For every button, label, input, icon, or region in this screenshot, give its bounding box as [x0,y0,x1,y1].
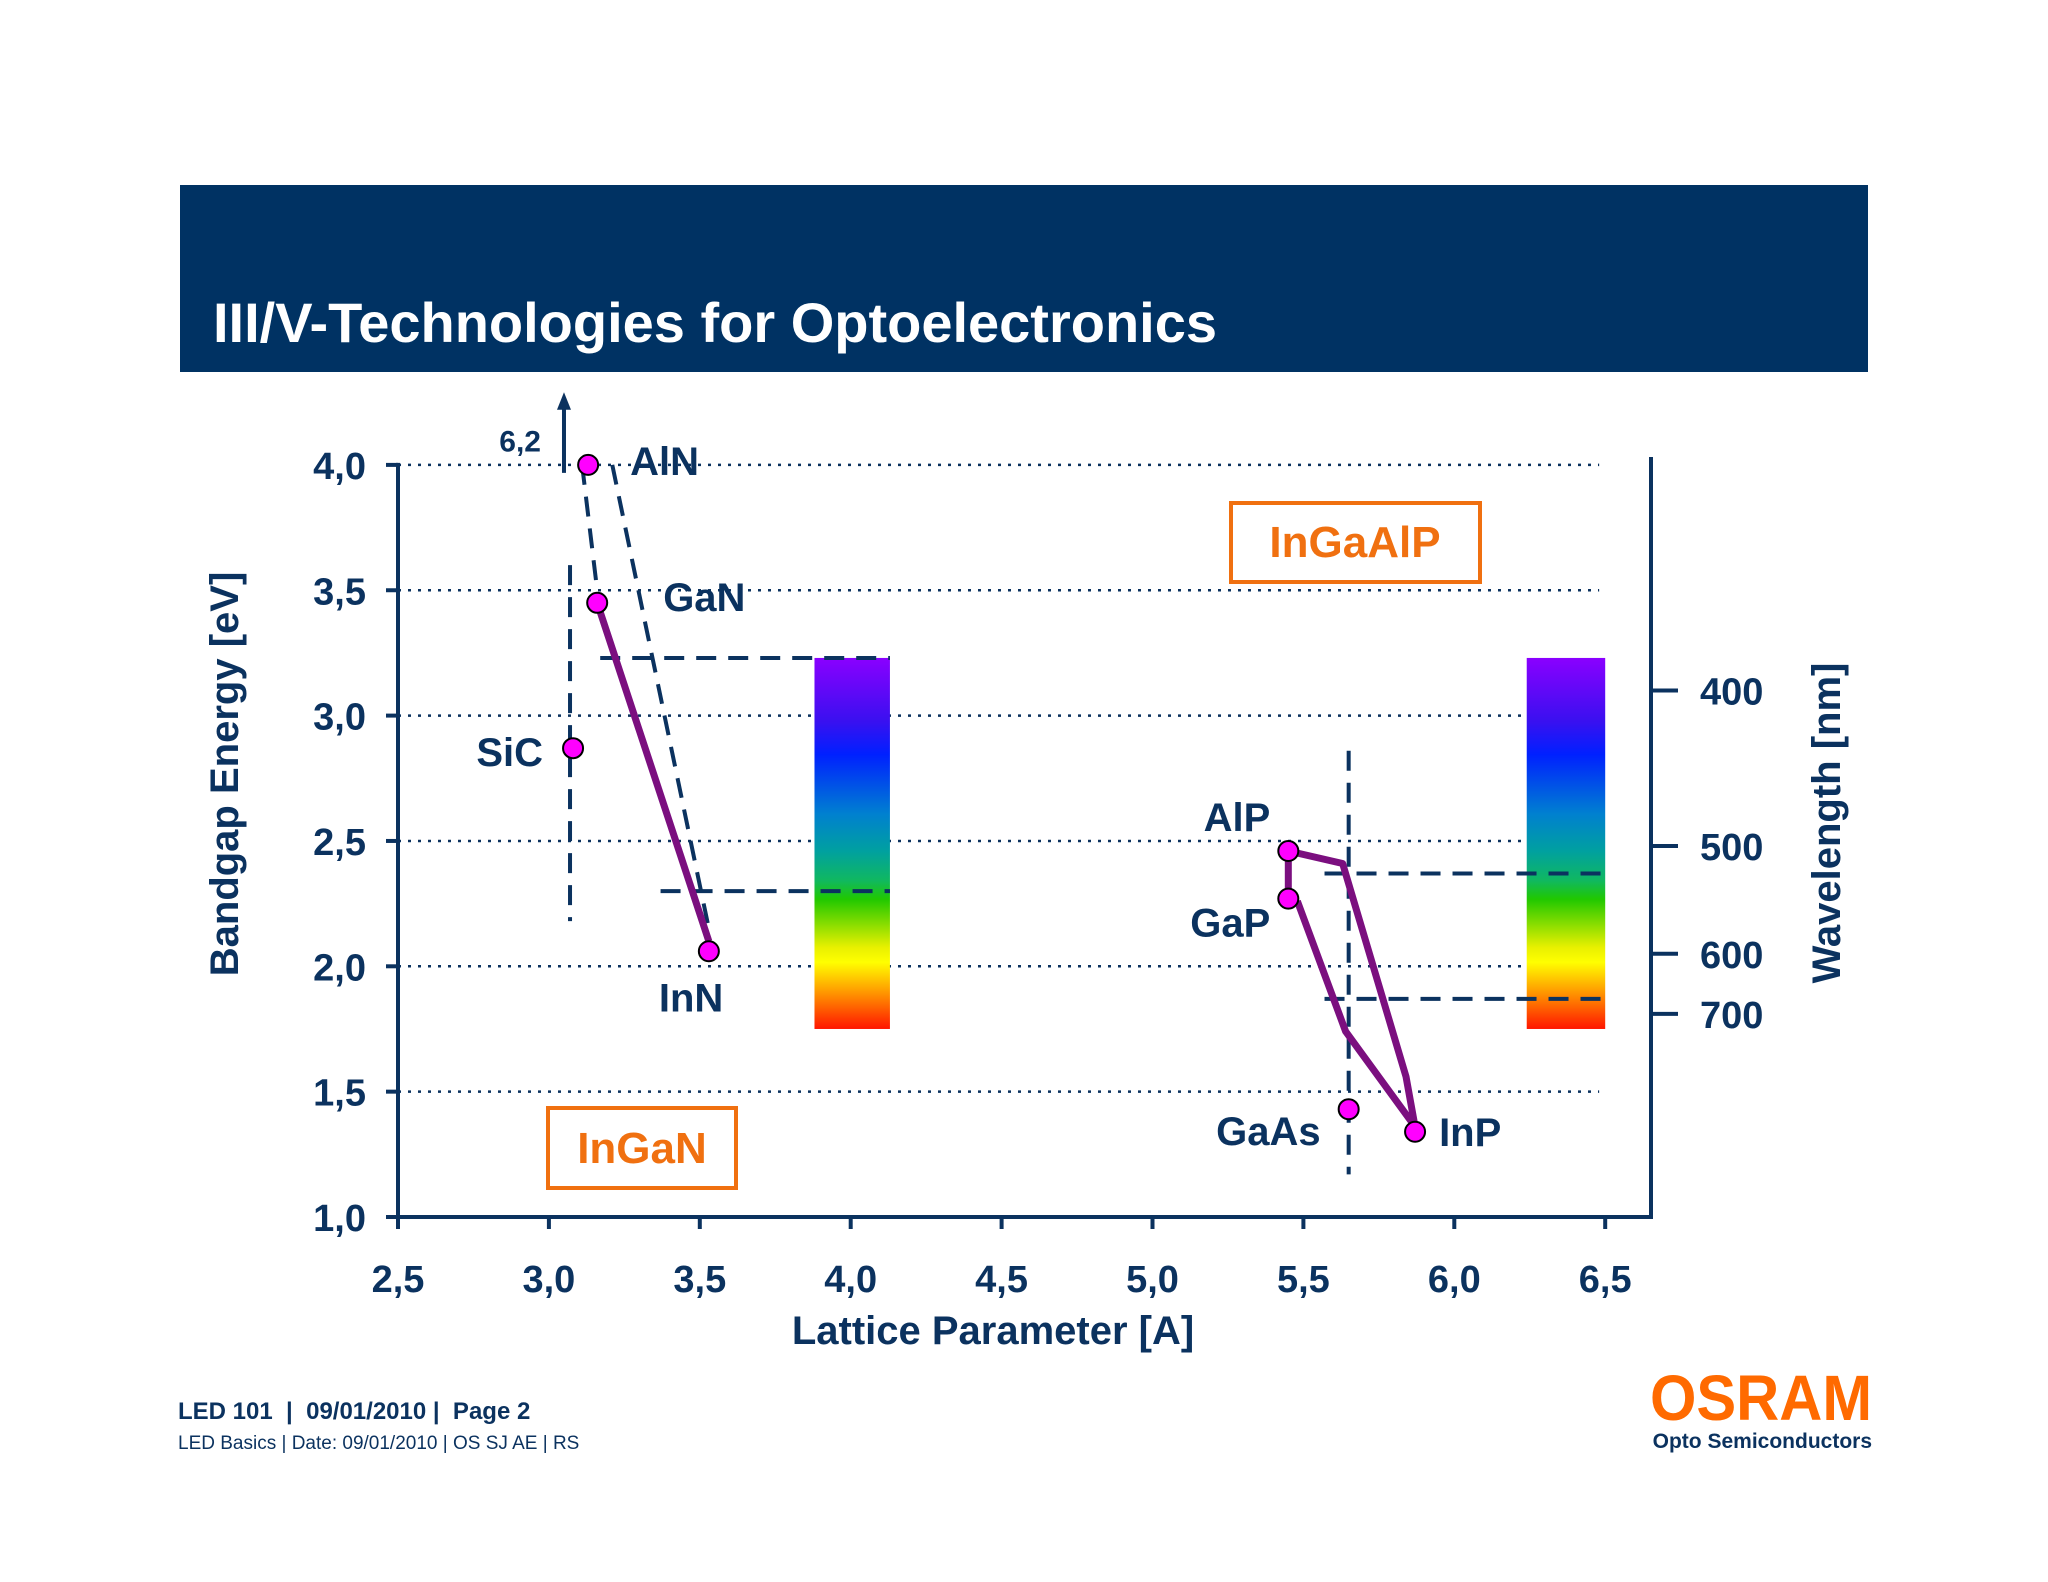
y2-tick-label: 500 [1700,827,1763,869]
data-point-gap [1277,887,1300,910]
point-label: InN [659,976,723,1020]
x-tick-label: 4,5 [975,1259,1028,1301]
slide-title: III/V-Technologies for Optoelectronics [213,291,1217,354]
region-label-ingan: InGaN [546,1106,738,1190]
gridlines [398,463,1600,1093]
x-tick-label: 5,0 [1126,1259,1179,1301]
point-label: SiC [476,731,543,775]
chart-marks: 6,2 AlN GaN SiC InN AlP GaP GaAs InP [476,392,1606,1175]
alloy-curve [1284,847,1419,1131]
y2-tick-label: 700 [1700,995,1763,1037]
y-tick-label: 3,5 [313,571,366,613]
dashed-line [580,464,600,591]
x-tick-label: 2,5 [372,1259,425,1301]
x-tick-label: 6,0 [1428,1259,1481,1301]
y-tick-label: 1,5 [313,1073,366,1115]
point-label: InP [1439,1111,1501,1155]
footer-line-2: LED Basics | Date: 09/01/2010 | OS SJ AE… [178,1433,579,1454]
osram-logo-subtitle: Opto Semiconductors [1653,1430,1872,1453]
point-label: GaAs [1216,1110,1321,1154]
x-tick-label: 3,5 [673,1259,726,1301]
y-tick-label: 2,0 [313,947,366,989]
alloy-curve [593,601,713,943]
data-point-alp [1277,839,1300,862]
point-label: AlN [630,440,699,484]
region-label-ingaalp: InGaAlP [1229,501,1482,584]
y-tick-label: 2,5 [313,822,366,864]
off-scale-label: 6,2 [499,425,541,458]
axes: 2,5 3,0 3,5 4,0 4,5 5,0 5,5 6,0 6,5 1,0 1,5 2,0 2,5 3… [313,446,1763,1301]
region-label-text: InGaAlP [1269,518,1440,567]
y2-axis-label: Wavelength [nm] [1805,663,1849,984]
point-label: GaP [1190,902,1270,946]
y2-tick-label: 600 [1700,935,1763,977]
y-axis-label: Bandgap Energy [eV] [203,572,247,977]
spectrum-bar [1526,657,1606,1029]
data-point-inn [697,940,720,963]
arrow-head-icon [556,392,571,410]
footer-line-1: LED 101 | 09/01/2010 | Page 2 [178,1398,530,1425]
data-point-gaas [1337,1098,1360,1121]
y-tick-label: 3,0 [313,697,366,739]
point-label: GaN [663,576,745,620]
osram-logo: OSRAM [1650,1362,1872,1434]
y2-tick-label: 400 [1700,672,1763,714]
spectrum-bar [814,657,890,1029]
x-tick-label: 4,0 [824,1259,877,1301]
point-label: AlP [1204,796,1271,840]
x-axis-label: Lattice Parameter [A] [792,1309,1194,1353]
y-tick-label: 1,0 [313,1198,366,1240]
data-point-aln [577,453,600,476]
x-tick-label: 6,5 [1579,1259,1632,1301]
data-point-sic [562,737,585,760]
data-point-inp [1404,1120,1427,1143]
title-bar [180,185,1868,372]
x-tick-label: 5,5 [1277,1259,1330,1301]
dashed-line [610,464,711,930]
x-tick-label: 3,0 [522,1259,575,1301]
data-point-gan [586,591,609,614]
region-label-text: InGaN [577,1124,707,1173]
y-tick-label: 4,0 [313,446,366,488]
